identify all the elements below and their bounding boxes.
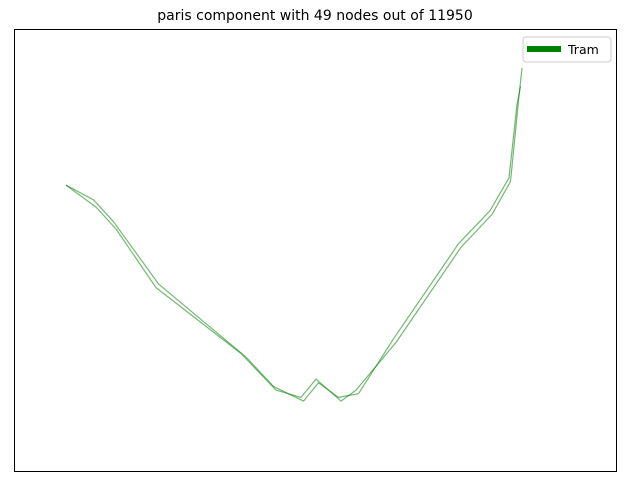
legend: Tram	[522, 36, 612, 63]
legend-label-tram: Tram	[567, 42, 599, 57]
axes-frame	[14, 29, 617, 472]
legend-swatch-tram	[527, 46, 561, 52]
chart-title: paris component with 49 nodes out of 119…	[157, 8, 473, 24]
series-line-tram-0	[65, 67, 523, 402]
series-lines	[65, 67, 523, 402]
series-line-tram-1	[65, 86, 522, 402]
legend-box	[522, 36, 612, 63]
